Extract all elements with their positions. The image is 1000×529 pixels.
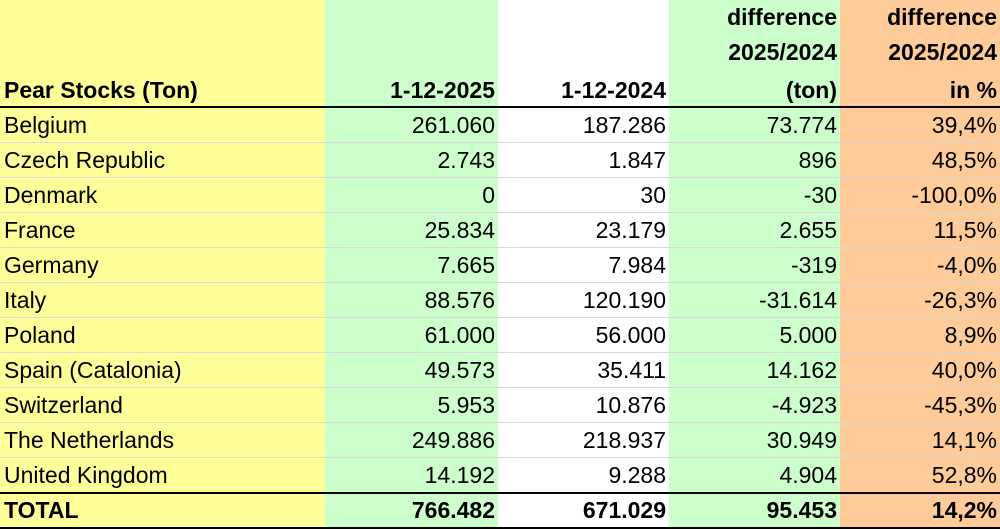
diff-ton-cell: 896 <box>669 142 840 178</box>
stock-2024-cell: 56.000 <box>498 317 669 353</box>
table-row: Switzerland 5.953 10.876 -4.923 -45,3% <box>0 387 1000 423</box>
stock-2025-cell: 0 <box>325 177 498 213</box>
diff-ton-cell: 2.655 <box>669 212 840 248</box>
stock-2024-cell: 10.876 <box>498 387 669 423</box>
diff-ton-cell: -30 <box>669 177 840 213</box>
diff-pct-cell: -45,3% <box>840 387 1000 423</box>
diff-ton-cell: 14.162 <box>669 352 840 388</box>
stock-2025-cell: 5.953 <box>325 387 498 423</box>
country-cell: Italy <box>0 282 325 318</box>
stock-2024-cell: 7.984 <box>498 247 669 283</box>
table-row: The Netherlands 249.886 218.937 30.949 1… <box>0 422 1000 458</box>
diff-ton-cell: 73.774 <box>669 106 840 143</box>
stock-2025-cell: 7.665 <box>325 247 498 283</box>
stock-2024-cell: 35.411 <box>498 352 669 388</box>
country-cell: Germany <box>0 247 325 283</box>
header-row-3: Pear Stocks (Ton) 1-12-2025 1-12-2024 (t… <box>0 69 1000 107</box>
header-cell <box>498 35 669 69</box>
stock-2024-cell: 30 <box>498 177 669 213</box>
table-row: Belgium 261.060 187.286 73.774 39,4% <box>0 106 1000 143</box>
stock-2024-cell: 187.286 <box>498 106 669 143</box>
total-label: TOTAL <box>0 492 325 529</box>
diff-pct-cell: 14,1% <box>840 422 1000 458</box>
stock-2025-cell: 25.834 <box>325 212 498 248</box>
country-column-header: Pear Stocks (Ton) <box>0 69 325 107</box>
header-row-1: difference difference <box>0 0 1000 35</box>
header-cell <box>498 0 669 35</box>
total-diff-ton-cell: 95.453 <box>669 492 840 529</box>
total-diff-pct-cell: 14,2% <box>840 492 1000 529</box>
header-cell <box>325 35 498 69</box>
table-row: Poland 61.000 56.000 5.000 8,9% <box>0 317 1000 353</box>
diff-ton-header-line3: (ton) <box>669 69 840 107</box>
table-row: Italy 88.576 120.190 -31.614 -26,3% <box>0 282 1000 318</box>
stock-2024-cell: 218.937 <box>498 422 669 458</box>
total-row: TOTAL 766.482 671.029 95.453 14,2% <box>0 492 1000 529</box>
stock-2025-cell: 14.192 <box>325 457 498 493</box>
country-cell: Belgium <box>0 106 325 143</box>
table-row: Czech Republic 2.743 1.847 896 48,5% <box>0 142 1000 178</box>
table-row: United Kingdom 14.192 9.288 4.904 52,8% <box>0 457 1000 493</box>
stock-2025-cell: 2.743 <box>325 142 498 178</box>
stock-2025-cell: 88.576 <box>325 282 498 318</box>
country-cell: Denmark <box>0 177 325 213</box>
diff-ton-cell: -4.923 <box>669 387 840 423</box>
stock-2025-cell: 249.886 <box>325 422 498 458</box>
stock-2025-cell: 261.060 <box>325 106 498 143</box>
diff-pct-cell: -4,0% <box>840 247 1000 283</box>
diff-pct-cell: 11,5% <box>840 212 1000 248</box>
header-cell <box>0 35 325 69</box>
stock-2025-cell: 61.000 <box>325 317 498 353</box>
diff-ton-cell: 30.949 <box>669 422 840 458</box>
country-cell: France <box>0 212 325 248</box>
diff-ton-cell: 4.904 <box>669 457 840 493</box>
diff-pct-cell: 40,0% <box>840 352 1000 388</box>
country-cell: Poland <box>0 317 325 353</box>
country-cell: Czech Republic <box>0 142 325 178</box>
diff-pct-header-line3: in % <box>840 69 1000 107</box>
diff-ton-cell: 5.000 <box>669 317 840 353</box>
diff-ton-cell: -31.614 <box>669 282 840 318</box>
stock-2024-cell: 120.190 <box>498 282 669 318</box>
total-2025-cell: 766.482 <box>325 492 498 529</box>
diff-ton-cell: -319 <box>669 247 840 283</box>
diff-ton-header-line1: difference <box>669 0 840 35</box>
diff-pct-cell: 52,8% <box>840 457 1000 493</box>
country-cell: United Kingdom <box>0 457 325 493</box>
diff-pct-header-line2: 2025/2024 <box>840 35 1000 69</box>
country-cell: The Netherlands <box>0 422 325 458</box>
diff-ton-header-line2: 2025/2024 <box>669 35 840 69</box>
col-2024-header: 1-12-2024 <box>498 69 669 107</box>
stock-2024-cell: 23.179 <box>498 212 669 248</box>
diff-pct-cell: 48,5% <box>840 142 1000 178</box>
header-row-2: 2025/2024 2025/2024 <box>0 35 1000 69</box>
stock-2024-cell: 9.288 <box>498 457 669 493</box>
table-row: Spain (Catalonia) 49.573 35.411 14.162 4… <box>0 352 1000 388</box>
table-row: Denmark 0 30 -30 -100,0% <box>0 177 1000 213</box>
header-cell <box>325 0 498 35</box>
diff-pct-cell: 8,9% <box>840 317 1000 353</box>
stock-2025-cell: 49.573 <box>325 352 498 388</box>
diff-pct-cell: 39,4% <box>840 106 1000 143</box>
header-cell <box>0 0 325 35</box>
country-cell: Spain (Catalonia) <box>0 352 325 388</box>
country-cell: Switzerland <box>0 387 325 423</box>
diff-pct-cell: -26,3% <box>840 282 1000 318</box>
diff-pct-header-line1: difference <box>840 0 1000 35</box>
table-row: France 25.834 23.179 2.655 11,5% <box>0 212 1000 248</box>
table-row: Germany 7.665 7.984 -319 -4,0% <box>0 247 1000 283</box>
diff-pct-cell: -100,0% <box>840 177 1000 213</box>
stock-2024-cell: 1.847 <box>498 142 669 178</box>
total-2024-cell: 671.029 <box>498 492 669 529</box>
col-2025-header: 1-12-2025 <box>325 69 498 107</box>
